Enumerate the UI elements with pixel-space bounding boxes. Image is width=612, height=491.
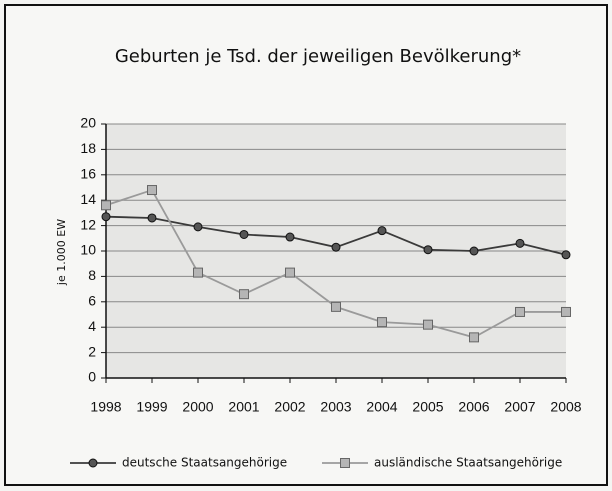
point [377,226,387,236]
point [561,306,571,317]
y-tick-label: 8 [88,267,96,283]
x-tick-label: 2001 [228,399,259,415]
y-tick-label: 12 [80,216,96,232]
x-tick-label: 2006 [458,399,489,415]
point [239,289,249,300]
point [469,246,479,256]
x-tick-label: 2008 [550,399,581,415]
y-tick-label: 2 [88,343,96,359]
point [193,222,203,232]
y-tick-label: 4 [88,318,96,334]
legend-label: ausländische Staatsangehörige [374,456,562,470]
point [515,306,525,317]
legend-marker [88,458,98,468]
y-tick-label: 14 [80,191,96,207]
point [331,301,341,312]
point [331,242,341,252]
point [423,319,433,330]
legend-marker [340,458,350,468]
y-tick-label: 16 [80,166,96,182]
y-tick-label: 10 [80,242,96,258]
chart-title: Geburten je Tsd. der jeweiligen Bevölker… [115,46,521,67]
point [101,212,111,222]
legend-label: deutsche Staatsangehörige [122,456,287,470]
point [469,332,479,343]
point [147,185,157,196]
point [285,267,295,278]
x-tick-label: 1998 [90,399,121,415]
point [147,213,157,223]
x-tick-label: 2005 [412,399,443,415]
point [101,200,111,211]
y-tick-label: 20 [80,115,96,131]
point [239,229,249,239]
y-axis-label: je 1.000 EW [55,219,68,286]
y-tick-label: 18 [80,140,96,156]
point [377,317,387,328]
point [285,232,295,242]
x-tick-label: 2003 [320,399,351,415]
y-tick-label: 0 [88,369,96,385]
x-tick-label: 1999 [136,399,167,415]
x-tick-label: 2007 [504,399,535,415]
y-tick-label: 6 [88,293,96,309]
point [423,245,433,255]
point [193,267,203,278]
x-tick-label: 2000 [182,399,213,415]
x-tick-label: 2004 [366,399,397,415]
x-tick-label: 2002 [274,399,305,415]
point [561,250,571,260]
point [515,238,525,248]
